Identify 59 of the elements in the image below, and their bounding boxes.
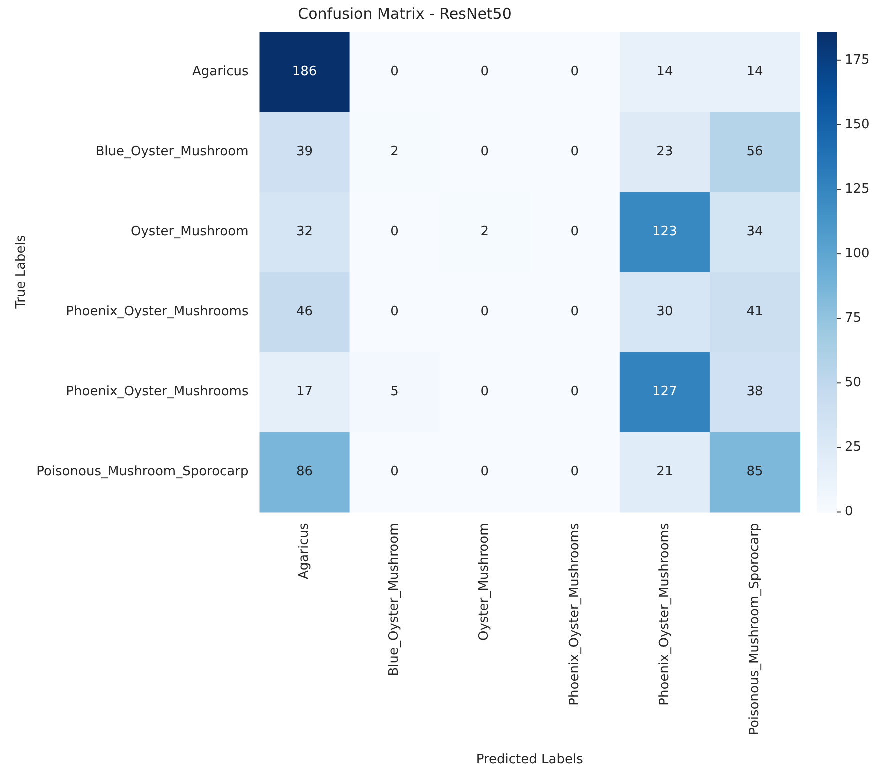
x-tick-label: Blue_Oyster_Mushroom: [387, 523, 402, 676]
y-tick-label: Poisonous_Mushroom_Sporocarp: [36, 464, 249, 480]
color-bar-label: 175: [845, 52, 870, 68]
data-label: 39: [296, 144, 314, 160]
chart-title: Confusion Matrix - ResNet50: [298, 4, 512, 23]
data-label: 5: [390, 384, 399, 400]
y-tick-label: Agaricus: [192, 64, 249, 80]
data-label: 0: [480, 64, 489, 80]
color-bar-label: 100: [845, 246, 870, 262]
data-label: 46: [296, 304, 314, 320]
data-label: 0: [570, 384, 580, 400]
data-label: 0: [570, 304, 580, 320]
x-tick-label: Phoenix_Oyster_Mushrooms: [567, 523, 582, 706]
data-label: 86: [296, 464, 314, 480]
y-tick-label: Oyster_Mushroom: [131, 224, 249, 240]
color-bar-label: 150: [845, 117, 870, 132]
color-bar-label: 125: [845, 182, 870, 197]
x-tick-label: Poisonous_Mushroom_Sporocarp: [747, 523, 762, 736]
color-bar-label: 75: [845, 310, 862, 326]
data-label: 2: [390, 144, 399, 160]
y-tick-label: Blue_Oyster_Mushroom: [96, 144, 249, 160]
y-tick-label: Phoenix_Oyster_Mushrooms: [66, 384, 249, 400]
data-label: 17: [296, 384, 314, 400]
data-label: 0: [570, 144, 580, 160]
data-label: 0: [480, 304, 489, 320]
data-label: 0: [480, 464, 489, 480]
x-axis-title: Predicted Labels: [476, 752, 584, 768]
data-label: 0: [390, 224, 399, 240]
data-label: 14: [656, 64, 674, 80]
data-label: 123: [652, 224, 678, 240]
data-label: 34: [746, 224, 764, 240]
data-label: 41: [746, 304, 764, 320]
data-label: 0: [480, 384, 489, 400]
data-label: 85: [746, 464, 764, 480]
color-bar-label: 50: [845, 376, 862, 391]
color-bar-label: 0: [845, 504, 854, 520]
data-label: 2: [480, 224, 489, 240]
data-label: 0: [480, 144, 489, 160]
data-label: 23: [656, 144, 674, 160]
y-axis-title: True Labels: [14, 235, 30, 310]
data-label: 0: [390, 304, 399, 320]
data-label: 0: [390, 64, 399, 80]
color-bar-label: 25: [845, 440, 862, 456]
data-label: 38: [746, 384, 764, 400]
data-label: 21: [656, 464, 674, 480]
data-label: 14: [746, 64, 764, 80]
x-tick-label: Phoenix_Oyster_Mushrooms: [657, 523, 672, 706]
data-label: 30: [656, 304, 674, 320]
data-label: 0: [570, 64, 580, 80]
data-label: 56: [746, 144, 764, 160]
x-tick-label: Agaricus: [297, 523, 312, 580]
data-label: 32: [296, 224, 314, 240]
x-tick-label: Oyster_Mushroom: [477, 523, 492, 641]
data-label: 0: [390, 464, 399, 480]
data-label: 127: [652, 384, 678, 400]
data-label: 0: [570, 464, 580, 480]
y-tick-label: Phoenix_Oyster_Mushrooms: [66, 304, 249, 320]
data-label: 186: [292, 64, 318, 80]
data-label: 0: [570, 224, 580, 240]
